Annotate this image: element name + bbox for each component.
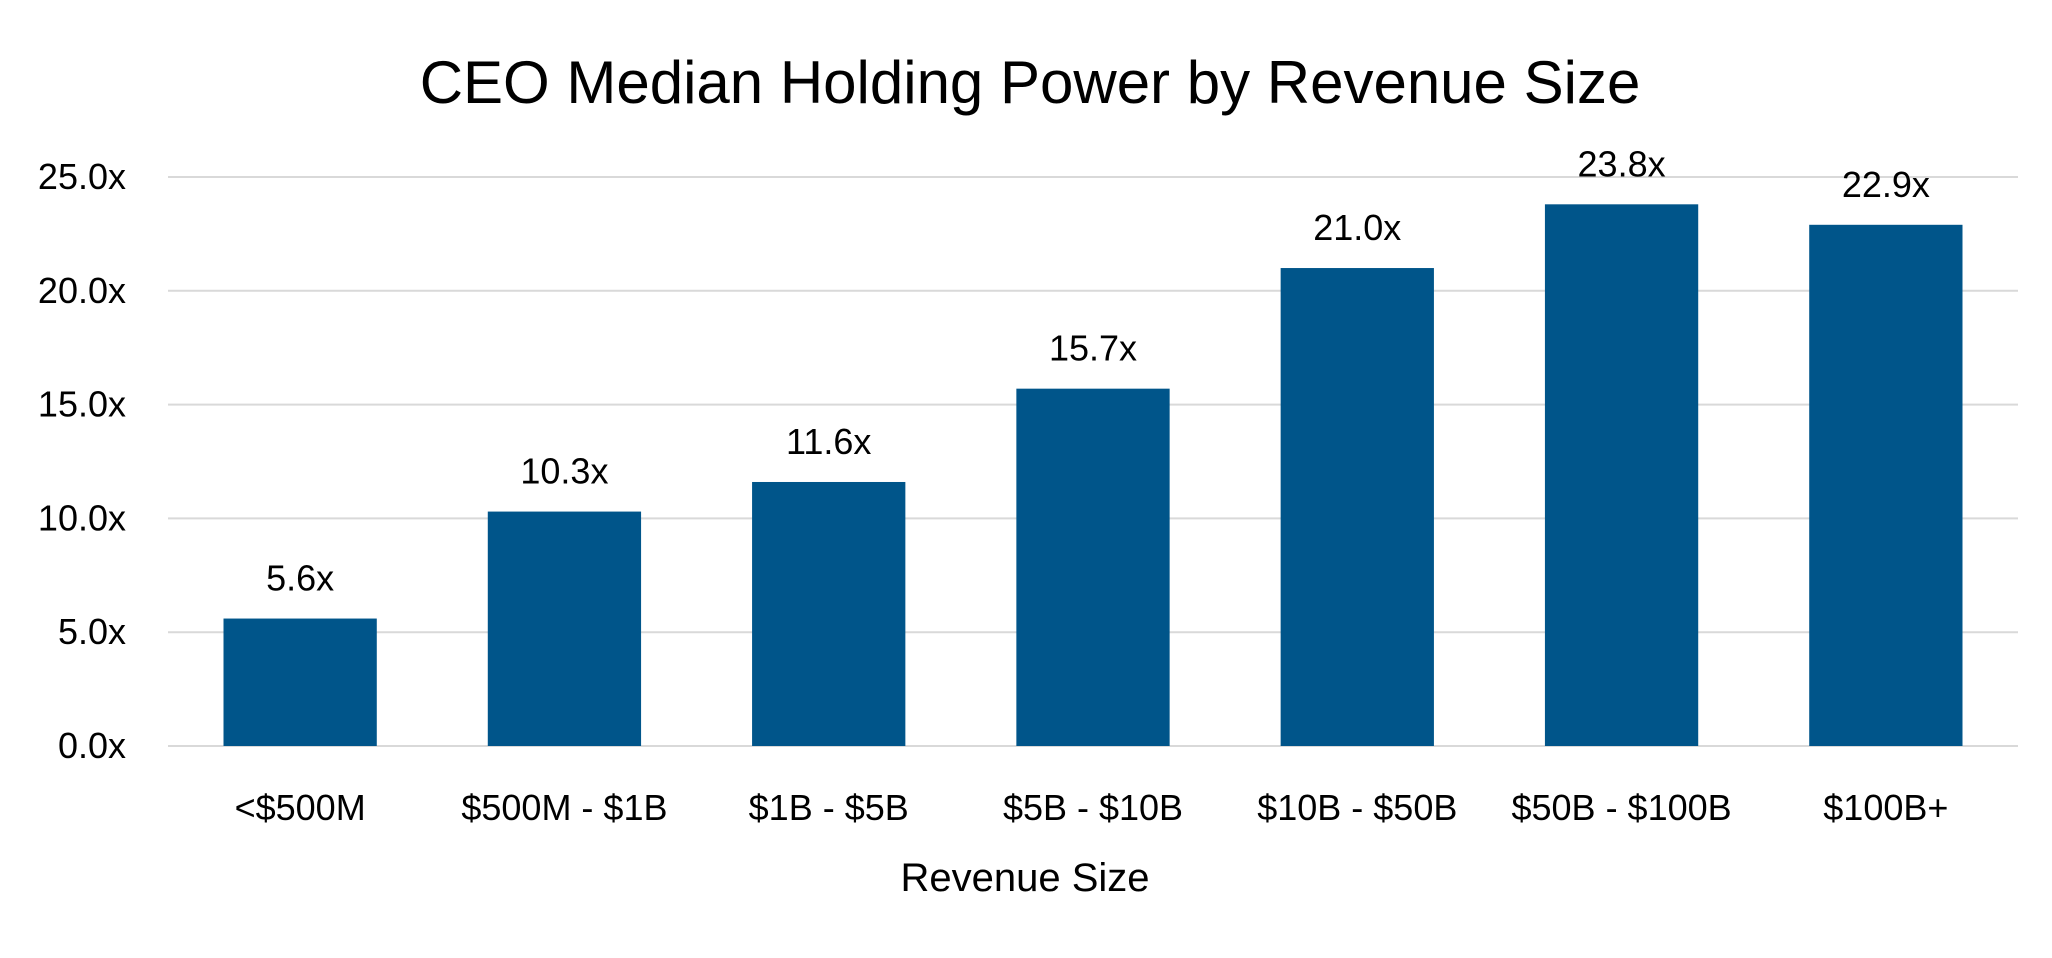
data-label: 22.9x <box>1842 164 1930 205</box>
data-label: 5.6x <box>266 558 334 599</box>
data-label: 23.8x <box>1578 143 1666 184</box>
y-tick-label: 0.0x <box>58 725 126 766</box>
x-tick-label: $1B - $5B <box>749 787 909 828</box>
data-label: 11.6x <box>786 421 871 462</box>
x-axis-title: Revenue Size <box>900 856 1149 900</box>
data-label: 10.3x <box>520 451 608 492</box>
x-tick-label: $100B+ <box>1823 787 1948 828</box>
y-tick-label: 5.0x <box>58 611 126 652</box>
data-label: 21.0x <box>1313 207 1401 248</box>
data-labels: 5.6x 10.3x 11.6x 15.7x 21.0x 23.8x 22.9x <box>266 143 1930 598</box>
y-tick-label: 25.0x <box>38 156 126 197</box>
x-tick-label: $500M - $1B <box>461 787 667 828</box>
bar <box>1544 204 1699 746</box>
x-tick-label: $50B - $100B <box>1511 787 1731 828</box>
chart-title: CEO Median Holding Power by Revenue Size <box>420 49 1641 116</box>
y-tick-label: 20.0x <box>38 270 126 311</box>
data-label: 15.7x <box>1049 328 1137 369</box>
bars <box>223 204 1963 746</box>
bar <box>223 618 377 746</box>
x-tick-label: <$500M <box>235 787 366 828</box>
bar <box>1016 388 1170 746</box>
bar <box>1809 224 1963 746</box>
bar <box>752 481 906 746</box>
y-tick-label: 10.0x <box>38 497 126 538</box>
x-axis-ticks: <$500M $500M - $1B $1B - $5B $5B - $10B $10B… <box>235 787 1949 828</box>
y-axis-ticks: 0.0x 5.0x 10.0x 15.0x 20.0x 25.0x <box>38 156 126 766</box>
x-tick-label: $10B - $50B <box>1257 787 1457 828</box>
y-tick-label: 15.0x <box>38 384 126 425</box>
x-tick-label: $5B - $10B <box>1003 787 1183 828</box>
bar <box>487 511 642 746</box>
bar <box>1280 268 1434 746</box>
